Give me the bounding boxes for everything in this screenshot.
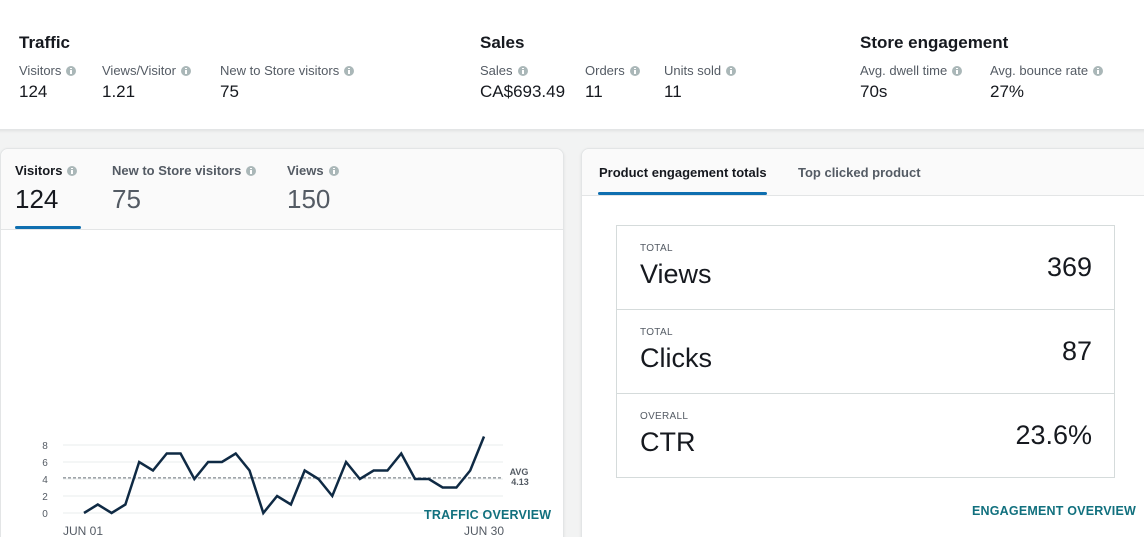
tab-new-to-store-label: New to Store visitors <box>112 163 242 178</box>
info-icon[interactable] <box>344 65 355 76</box>
y-tick-label: 2 <box>42 492 48 503</box>
tab-top-clicked-product[interactable]: Top clicked product <box>798 165 921 180</box>
tab-new-to-store-label-row: New to Store visitors <box>112 163 257 178</box>
sales-label-text: Sales <box>480 63 513 78</box>
engagement-summary-title: Store engagement <box>860 33 1009 52</box>
views-per-visitor-label-text: Views/Visitor <box>102 63 176 78</box>
table-row-ctr: OVERALL CTR 23.6% <box>617 394 1114 478</box>
avg-label: AVG <box>510 467 529 477</box>
row-value: 369 <box>1046 252 1092 282</box>
row-caption: OVERALL <box>640 411 689 422</box>
new-to-store-value: 75 <box>220 82 239 101</box>
sales-summary-title: Sales <box>480 33 525 52</box>
summary-card: Traffic Visitors 124 Views/Visitor 1.21 … <box>0 0 1144 130</box>
row-name: Clicks <box>640 343 712 373</box>
sales-value: CA$693.49 <box>480 82 566 101</box>
active-tab-indicator <box>15 226 81 229</box>
tab-product-engagement-totals[interactable]: Product engagement totals <box>599 165 767 180</box>
units-sold-label: Units sold <box>664 63 737 78</box>
orders-label: Orders <box>585 63 640 78</box>
active-tab-indicator <box>598 192 767 195</box>
info-icon[interactable] <box>726 65 737 76</box>
row-caption: TOTAL <box>640 327 673 338</box>
new-to-store-label: New to Store visitors <box>220 63 355 78</box>
traffic-tabbar: Visitors 124 New to Store visitors 75 Vi… <box>1 149 563 230</box>
orders-value: 11 <box>585 82 603 101</box>
tab-views[interactable]: Views 150 <box>287 163 339 215</box>
tab-visitors-label: Visitors <box>15 163 63 178</box>
visitors-series-line <box>83 436 486 516</box>
engagement-overview-link[interactable]: ENGAGEMENT OVERVIEW <box>972 504 1137 518</box>
views-per-visitor-value: 1.21 <box>102 82 136 101</box>
avg-dwell-time-label: Avg. dwell time <box>860 63 963 78</box>
y-tick-label: 0 <box>42 509 48 520</box>
info-icon[interactable] <box>66 65 77 76</box>
visitors-label-text: Visitors <box>19 63 62 78</box>
row-value: 87 <box>1061 336 1092 366</box>
traffic-summary-title: Traffic <box>19 33 71 52</box>
sales-label: Sales <box>480 63 528 78</box>
visitors-value: 124 <box>19 82 48 101</box>
tab-new-to-store-visitors[interactable]: New to Store visitors 75 <box>112 163 257 215</box>
info-icon[interactable] <box>180 65 191 76</box>
avg-bounce-rate-label-text: Avg. bounce rate <box>990 63 1089 78</box>
y-tick-label: 6 <box>42 458 48 469</box>
y-tick-label: 4 <box>42 475 48 486</box>
row-value: 23.6% <box>1015 420 1092 450</box>
views-per-visitor-label: Views/Visitor <box>102 63 191 78</box>
tab-views-label-row: Views <box>287 163 339 178</box>
tab-visitors-value: 124 <box>15 184 59 214</box>
row-name: CTR <box>640 427 696 457</box>
info-icon[interactable] <box>517 65 528 76</box>
visitors-label: Visitors <box>19 63 77 78</box>
traffic-overview-link[interactable]: TRAFFIC OVERVIEW <box>424 508 552 522</box>
info-icon[interactable] <box>67 165 78 176</box>
units-sold-label-text: Units sold <box>664 63 722 78</box>
info-icon[interactable] <box>629 65 640 76</box>
tab-views-label: Views <box>287 163 324 178</box>
x-tick-label: JUN 30 <box>464 524 504 537</box>
new-to-store-label-text: New to Store visitors <box>220 63 340 78</box>
avg-dwell-time-value: 70s <box>860 82 888 101</box>
y-tick-label: 8 <box>42 441 48 452</box>
table-row-clicks: TOTAL Clicks 87 <box>617 310 1114 394</box>
row-caption: TOTAL <box>640 243 673 254</box>
info-icon[interactable] <box>328 165 339 176</box>
info-icon[interactable] <box>1093 65 1104 76</box>
info-icon[interactable] <box>246 165 257 176</box>
x-tick-label: JUN 01 <box>63 524 103 537</box>
tab-views-value: 150 <box>287 184 331 214</box>
units-sold-value: 11 <box>664 82 682 101</box>
orders-label-text: Orders <box>585 63 625 78</box>
engagement-totals-table: TOTAL Views 369 TOTAL Clicks 87 OVERALL … <box>616 225 1115 478</box>
engagement-card: Product engagement totals Top clicked pr… <box>581 148 1144 537</box>
avg-value: 4.13 <box>511 477 529 487</box>
traffic-card: Visitors 124 New to Store visitors 75 Vi… <box>0 148 564 537</box>
info-icon[interactable] <box>952 65 963 76</box>
table-row-views: TOTAL Views 369 <box>617 226 1114 310</box>
tab-visitors-label-row: Visitors <box>15 163 78 178</box>
avg-dwell-time-label-text: Avg. dwell time <box>860 63 948 78</box>
avg-bounce-rate-label: Avg. bounce rate <box>990 63 1104 78</box>
tab-new-to-store-value: 75 <box>112 184 141 214</box>
engagement-tabbar: Product engagement totals Top clicked pr… <box>582 149 1144 196</box>
tab-visitors[interactable]: Visitors 124 <box>15 163 78 215</box>
avg-bounce-rate-value: 27% <box>990 82 1025 101</box>
row-name: Views <box>640 259 712 289</box>
